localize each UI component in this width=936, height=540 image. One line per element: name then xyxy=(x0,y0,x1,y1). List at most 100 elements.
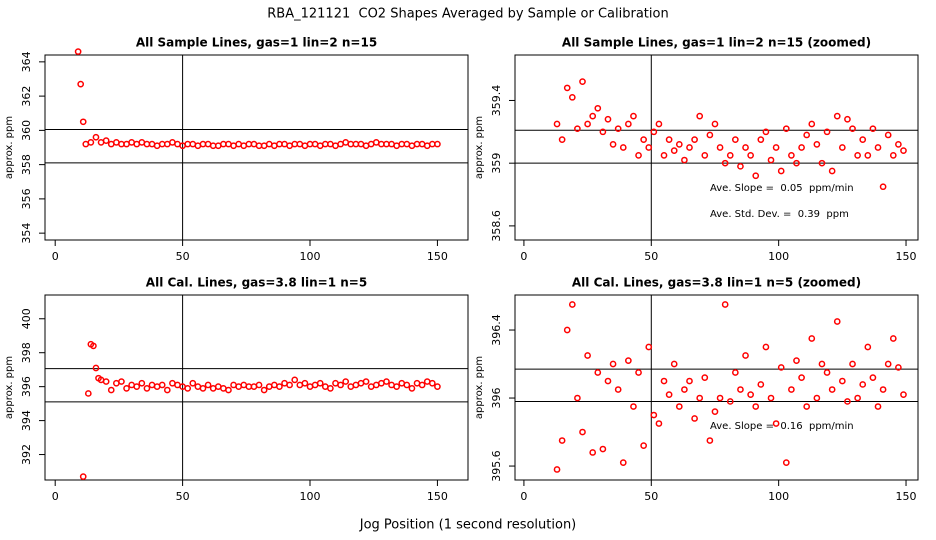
x-tick-label: 100 xyxy=(300,250,321,263)
data-point xyxy=(408,384,416,392)
data-point xyxy=(393,383,401,391)
data-point xyxy=(823,128,831,136)
data-point xyxy=(635,151,642,159)
data-point xyxy=(589,449,597,456)
data-point xyxy=(818,159,826,167)
data-point xyxy=(737,386,744,393)
data-point xyxy=(798,374,805,381)
data-point xyxy=(874,403,882,410)
y-tick-label: 360 xyxy=(20,120,33,141)
y-tick-label: 396 xyxy=(20,376,33,397)
data-point xyxy=(92,364,100,372)
data-point xyxy=(133,383,141,391)
data-point xyxy=(619,144,627,151)
x-tick-label: 50 xyxy=(644,490,658,503)
data-point xyxy=(102,137,110,144)
data-point xyxy=(711,120,719,128)
y-tick-label: 392 xyxy=(20,444,33,465)
data-point xyxy=(772,420,780,427)
data-point xyxy=(102,378,110,385)
data-point xyxy=(793,357,800,364)
data-point xyxy=(553,120,561,128)
y-tick-label: 364 xyxy=(20,51,33,72)
data-point xyxy=(260,386,268,394)
x-tick-label: 0 xyxy=(52,250,59,263)
plot-frame xyxy=(44,294,469,481)
data-point xyxy=(563,326,571,334)
data-point xyxy=(869,374,877,381)
data-point xyxy=(79,473,87,480)
data-point xyxy=(721,159,729,167)
data-point xyxy=(838,377,846,385)
data-point xyxy=(757,381,765,388)
data-point xyxy=(813,141,821,148)
annotation: Ave. Slope = 0.16 ppm/min xyxy=(710,421,854,432)
data-point xyxy=(579,428,586,436)
data-point xyxy=(854,394,861,402)
data-point xyxy=(762,343,770,351)
data-point xyxy=(889,151,897,159)
data-point xyxy=(681,156,688,164)
data-point xyxy=(849,360,856,368)
data-point xyxy=(849,125,856,133)
data-point xyxy=(579,78,586,86)
data-point xyxy=(568,93,576,101)
data-point xyxy=(716,394,724,402)
data-point xyxy=(844,398,851,405)
x-tick-label: 50 xyxy=(644,250,658,263)
data-point xyxy=(686,144,693,151)
data-point xyxy=(900,391,907,398)
data-point xyxy=(844,115,851,123)
data-point xyxy=(184,384,192,392)
x-tick-label: 150 xyxy=(896,250,917,263)
data-point xyxy=(803,403,811,410)
data-point xyxy=(737,162,744,170)
data-point xyxy=(818,360,826,368)
data-point xyxy=(670,360,678,368)
data-point xyxy=(383,378,390,385)
data-point xyxy=(869,125,877,133)
data-point xyxy=(701,151,709,159)
data-point xyxy=(782,459,790,467)
data-point xyxy=(418,381,426,389)
data-point xyxy=(655,120,663,128)
data-point xyxy=(813,394,821,402)
data-point xyxy=(828,386,836,393)
data-point xyxy=(681,386,688,393)
data-point xyxy=(434,383,441,391)
data-point xyxy=(864,343,872,351)
data-point xyxy=(900,147,907,154)
data-point xyxy=(798,144,805,151)
data-point xyxy=(742,144,749,151)
data-point xyxy=(84,390,92,397)
data-point xyxy=(107,386,115,394)
data-point xyxy=(884,131,892,139)
y-tick-label: 358.6 xyxy=(490,210,503,242)
data-point xyxy=(276,383,283,391)
panel-title: All Cal. Lines, gas=3.8 lin=1 n=5 xyxy=(146,276,367,290)
data-point xyxy=(859,136,867,144)
annotation: Ave. Std. Dev. = 0.39 ppm xyxy=(710,209,849,220)
data-point xyxy=(686,377,693,385)
data-point xyxy=(691,415,698,422)
data-point xyxy=(604,377,612,385)
data-point xyxy=(199,384,207,392)
data-point xyxy=(726,398,734,405)
plot-frame xyxy=(514,54,919,241)
data-point xyxy=(568,301,576,308)
y-axis-label: approx. ppm xyxy=(4,356,15,419)
data-point xyxy=(696,112,704,120)
data-point xyxy=(823,369,831,376)
data-point xyxy=(788,151,795,159)
data-point xyxy=(255,381,263,389)
data-point xyxy=(701,374,709,381)
x-tick-label: 100 xyxy=(768,250,789,263)
y-tick-label: 394 xyxy=(20,410,33,431)
data-point xyxy=(655,420,663,427)
data-point xyxy=(553,466,561,473)
data-point xyxy=(838,144,846,151)
data-point xyxy=(788,386,795,393)
data-point xyxy=(614,125,622,133)
data-point xyxy=(362,378,370,385)
